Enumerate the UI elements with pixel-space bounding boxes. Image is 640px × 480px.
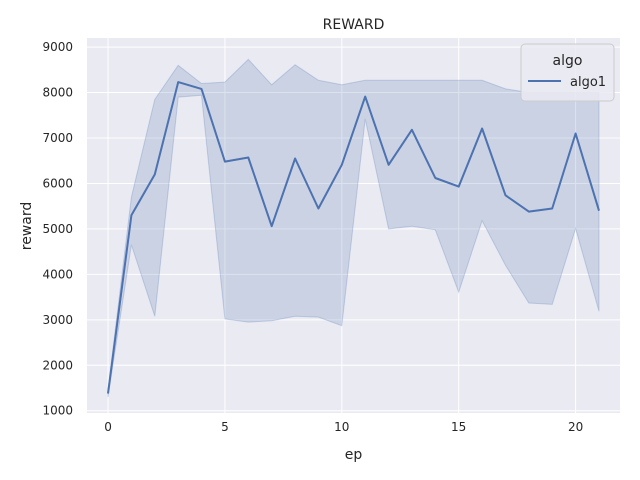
legend: algo algo1 — [520, 43, 615, 102]
y-tick-labels: 1000 2000 3000 4000 5000 6000 7000 8000 9000 — [42, 40, 73, 418]
x-tick-labels: 0 5 10 15 20 — [104, 420, 583, 434]
legend-title: algo — [553, 53, 583, 69]
y-tick-label: 2000 — [42, 358, 73, 372]
x-tick-label: 0 — [104, 420, 112, 434]
y-tick-label: 1000 — [42, 404, 73, 418]
chart-title: REWARD — [323, 17, 385, 33]
x-tick-label: 20 — [568, 420, 583, 434]
y-tick-label: 7000 — [42, 131, 73, 145]
y-tick-label: 4000 — [42, 267, 73, 281]
x-tick-label: 15 — [451, 420, 466, 434]
grid-lines — [87, 38, 620, 413]
x-axis-label: ep — [345, 447, 363, 463]
y-tick-label: 6000 — [42, 176, 73, 190]
y-tick-label: 8000 — [42, 86, 73, 100]
y-axis-label: reward — [19, 202, 35, 251]
legend-box — [520, 43, 615, 102]
x-tick-label: 10 — [334, 420, 349, 434]
y-tick-label: 3000 — [42, 313, 73, 327]
y-tick-label: 5000 — [42, 222, 73, 236]
x-tick-label: 5 — [221, 420, 229, 434]
series-line-algo1 — [107, 81, 600, 394]
legend-label-algo1: algo1 — [570, 75, 606, 90]
y-tick-label: 9000 — [42, 40, 73, 54]
